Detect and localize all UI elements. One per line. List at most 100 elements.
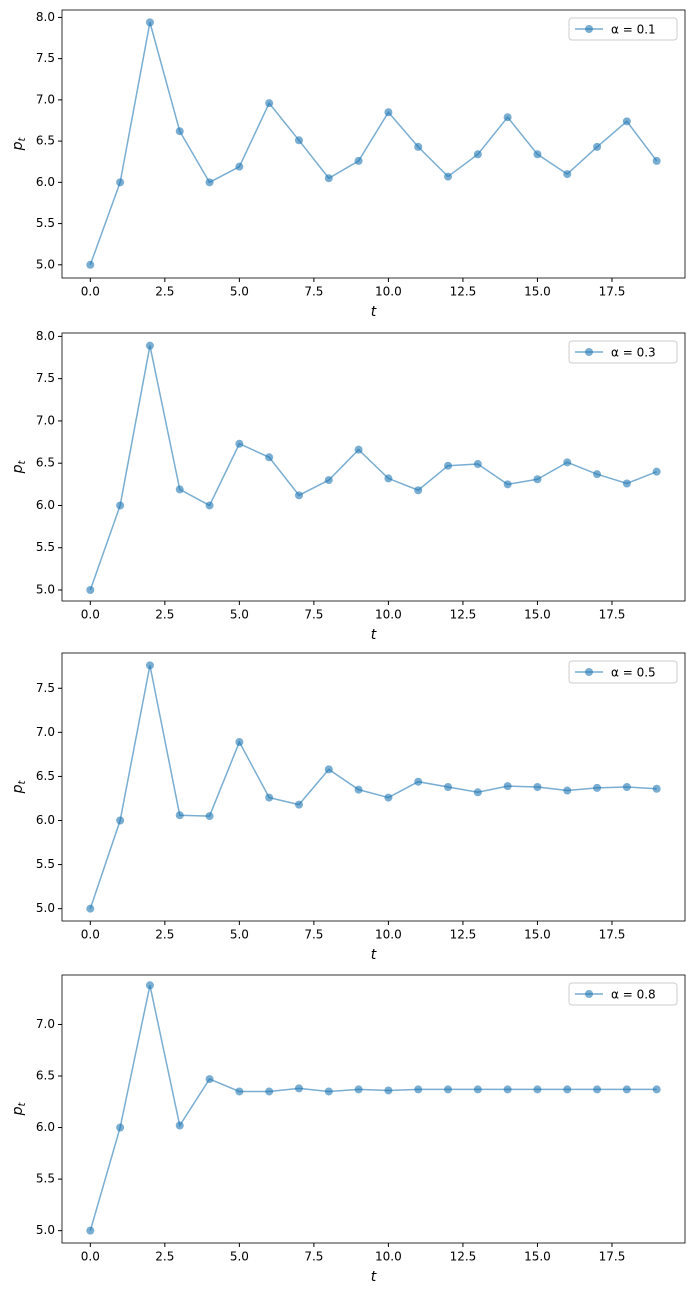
legend-marker: [585, 990, 593, 998]
y-tick-label: 5.0: [36, 901, 55, 915]
point: [563, 1085, 572, 1094]
x-tick-label: 10.0: [375, 285, 402, 299]
point: [324, 476, 333, 485]
point: [503, 480, 512, 489]
point: [175, 485, 184, 494]
y-tick-label: 5.0: [36, 1223, 55, 1237]
point: [116, 501, 125, 510]
y-axis-label: pt: [10, 460, 28, 475]
point: [652, 467, 661, 476]
y-tick-label: 6.5: [36, 134, 55, 148]
legend-marker: [585, 668, 593, 676]
point: [414, 486, 423, 495]
legend-box: [568, 340, 678, 364]
point: [593, 783, 602, 792]
y-tick-label: 6.5: [36, 1069, 55, 1083]
x-tick-label: 12.5: [450, 928, 477, 942]
x-tick-label: 0.0: [81, 608, 100, 622]
y-axis-label-base: p: [10, 141, 26, 151]
point: [593, 470, 602, 479]
plot-frame: [61, 9, 686, 279]
x-tick-label: 0.0: [81, 928, 100, 942]
x-tick-label: 5.0: [230, 1250, 249, 1264]
y-tick-label: 6.0: [36, 175, 55, 189]
y-axis-label-base: p: [10, 1106, 26, 1116]
point: [622, 479, 631, 488]
plot-frame: [61, 332, 686, 602]
plot-frame: [61, 974, 686, 1244]
point: [473, 150, 482, 159]
legend-box: [568, 17, 678, 41]
x-tick-label: 7.5: [304, 1250, 323, 1264]
x-tick-label: 0.0: [81, 1250, 100, 1264]
x-axis-label: t: [371, 947, 377, 963]
point: [533, 150, 542, 159]
point: [503, 113, 512, 122]
y-axis-label: pt: [10, 137, 28, 152]
point: [145, 18, 154, 27]
x-tick-label: 15.0: [524, 1250, 551, 1264]
point: [384, 1086, 393, 1095]
point: [235, 738, 244, 747]
x-tick-label: 7.5: [304, 285, 323, 299]
point: [414, 1085, 423, 1094]
y-axis-label-sub: t: [17, 780, 28, 785]
point: [145, 981, 154, 990]
plot-frame: [61, 652, 686, 922]
y-tick-label: 7.5: [36, 681, 55, 695]
point: [563, 170, 572, 179]
point: [384, 793, 393, 802]
y-axis-label-sub: t: [17, 460, 28, 465]
point: [533, 1085, 542, 1094]
point: [294, 1084, 303, 1093]
x-tick-label: 17.5: [599, 608, 626, 622]
series-line: [89, 22, 658, 266]
x-tick-label: 5.0: [230, 285, 249, 299]
point: [265, 793, 274, 802]
legend-marker: [585, 25, 593, 33]
x-tick-label: 2.5: [155, 1250, 174, 1264]
point: [265, 453, 274, 462]
legend-label: α = 0.3: [611, 346, 656, 360]
point: [265, 99, 274, 108]
y-axis-label-base: p: [10, 784, 26, 794]
x-tick-label: 7.5: [304, 608, 323, 622]
legend-label: α = 0.8: [611, 988, 656, 1002]
y-tick-label: 6.5: [36, 769, 55, 783]
point: [265, 1087, 274, 1096]
point: [354, 785, 363, 794]
point: [205, 1075, 214, 1084]
x-tick-label: 15.0: [524, 608, 551, 622]
x-tick-label: 2.5: [155, 928, 174, 942]
x-tick-label: 10.0: [375, 928, 402, 942]
y-tick-label: 7.5: [36, 371, 55, 385]
point: [444, 783, 453, 791]
x-tick-label: 10.0: [375, 608, 402, 622]
legend-label: α = 0.5: [611, 666, 656, 680]
point: [354, 1085, 363, 1094]
point: [384, 108, 393, 117]
x-tick-label: 5.0: [230, 608, 249, 622]
x-tick-label: 12.5: [450, 608, 477, 622]
y-tick-label: 5.5: [36, 540, 55, 554]
point: [175, 1121, 184, 1130]
point: [473, 1085, 482, 1094]
point: [324, 765, 333, 774]
y-tick-label: 7.0: [36, 725, 55, 739]
legend-box: [568, 982, 678, 1006]
x-tick-label: 15.0: [524, 285, 551, 299]
point: [622, 117, 631, 126]
point: [473, 788, 482, 797]
point: [563, 786, 572, 795]
y-tick-label: 5.5: [36, 1172, 55, 1186]
point: [235, 1087, 244, 1096]
point: [235, 162, 244, 171]
point: [354, 156, 363, 165]
point: [175, 127, 184, 136]
y-axis-label-base: p: [10, 464, 26, 474]
point: [116, 1123, 125, 1132]
point: [235, 439, 244, 448]
point: [503, 1085, 512, 1094]
point: [86, 260, 95, 269]
